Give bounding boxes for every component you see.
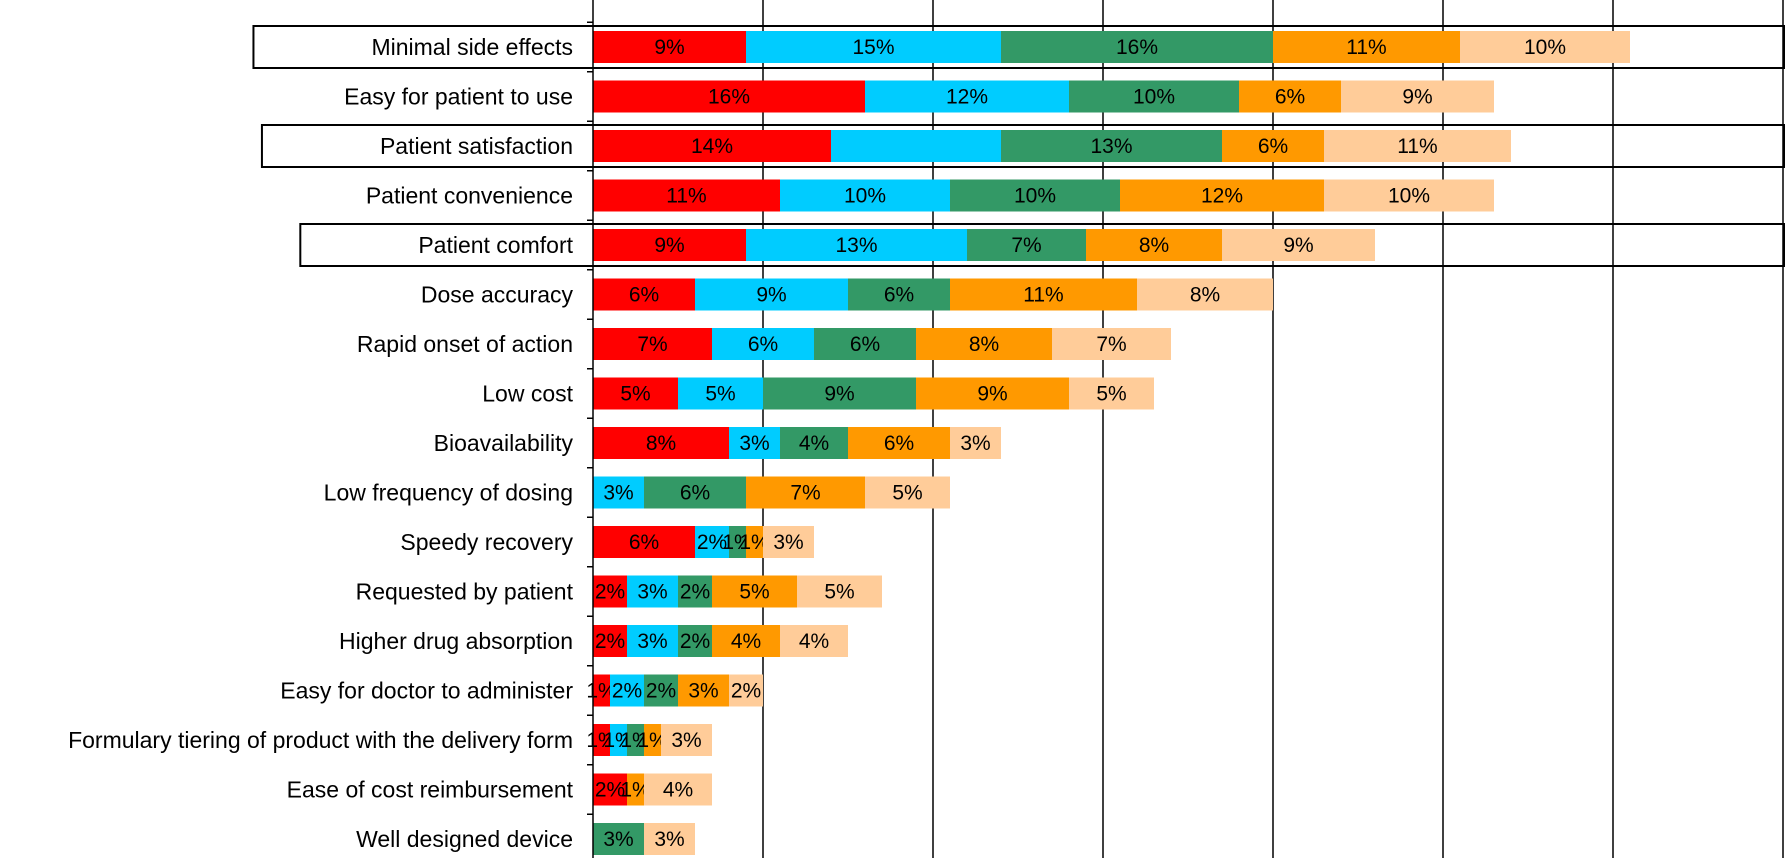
category-label-low-frequency-of-dosing: Low frequency of dosing — [324, 480, 573, 506]
data-label-low-cost-series-1: 5% — [620, 383, 650, 406]
data-label-bioavailability-series-4: 6% — [884, 432, 914, 455]
data-label-ease-of-cost-reimbursement-series-5: 4% — [663, 779, 693, 802]
data-label-low-frequency-of-dosing-series-5: 5% — [892, 482, 922, 505]
data-label-higher-drug-absorption-series-2: 3% — [637, 630, 667, 653]
data-label-minimal-side-effects-series-1: 9% — [654, 36, 684, 59]
data-label-bioavailability-series-2: 3% — [739, 432, 769, 455]
data-label-patient-satisfaction-series-3: 13% — [1090, 135, 1132, 158]
bar-segment-patient-satisfaction-series-2 — [831, 130, 1001, 162]
data-label-rapid-onset-of-action-series-1: 7% — [637, 333, 667, 356]
data-label-patient-convenience-series-2: 10% — [844, 185, 886, 208]
data-label-patient-satisfaction-series-5: 11% — [1397, 135, 1437, 158]
category-label-patient-convenience: Patient convenience — [366, 183, 573, 209]
category-label-minimal-side-effects: Minimal side effects — [371, 34, 573, 60]
category-label-requested-by-patient: Requested by patient — [356, 579, 574, 605]
data-label-patient-convenience-series-5: 10% — [1388, 185, 1430, 208]
data-label-dose-accuracy-series-3: 6% — [884, 284, 914, 307]
data-label-dose-accuracy-series-4: 11% — [1023, 284, 1063, 307]
category-label-formulary-tiering-of-product-with-the-delivery-form: Formulary tiering of product with the de… — [68, 727, 573, 753]
data-label-low-cost-series-5: 5% — [1096, 383, 1126, 406]
category-label-ease-of-cost-reimbursement: Ease of cost reimbursement — [287, 777, 574, 803]
data-label-low-frequency-of-dosing-series-3: 6% — [680, 482, 710, 505]
category-label-well-designed-device: Well designed device — [356, 826, 573, 852]
data-label-patient-convenience-series-1: 11% — [666, 185, 706, 208]
data-label-easy-for-patient-to-use-series-5: 9% — [1402, 86, 1432, 109]
data-label-well-designed-device-series-5: 3% — [654, 828, 684, 851]
category-labels-layer: Minimal side effects Easy for patient to … — [68, 34, 574, 852]
data-label-rapid-onset-of-action-series-4: 8% — [969, 333, 999, 356]
data-label-easy-for-doctor-to-administer-series-2: 2% — [612, 680, 642, 703]
category-label-low-cost: Low cost — [482, 381, 573, 407]
data-label-requested-by-patient-series-5: 5% — [824, 581, 854, 604]
category-label-easy-for-doctor-to-administer: Easy for doctor to administer — [280, 678, 573, 704]
data-label-formulary-tiering-of-product-with-the-delivery-form-series-5: 3% — [671, 729, 701, 752]
data-label-requested-by-patient-series-2: 3% — [637, 581, 667, 604]
category-label-bioavailability: Bioavailability — [434, 430, 574, 456]
category-label-higher-drug-absorption: Higher drug absorption — [339, 628, 573, 654]
data-label-easy-for-doctor-to-administer-series-4: 3% — [688, 680, 718, 703]
bars-layer: 9% 15% 16% 11% 10% 16% 12% 10% 6% 9% 14% 13% 6% 11% 11… — [586, 31, 1630, 855]
data-label-easy-for-patient-to-use-series-1: 16% — [708, 86, 750, 109]
data-label-low-frequency-of-dosing-series-2: 3% — [603, 482, 633, 505]
data-label-minimal-side-effects-series-2: 15% — [852, 36, 894, 59]
category-label-speedy-recovery: Speedy recovery — [400, 529, 573, 555]
data-label-speedy-recovery-series-5: 3% — [773, 531, 803, 554]
data-label-easy-for-patient-to-use-series-3: 10% — [1133, 86, 1175, 109]
data-label-easy-for-doctor-to-administer-series-3: 2% — [646, 680, 676, 703]
data-label-requested-by-patient-series-1: 2% — [595, 581, 625, 604]
data-label-patient-satisfaction-series-1: 14% — [691, 135, 733, 158]
data-label-low-frequency-of-dosing-series-4: 7% — [790, 482, 820, 505]
data-label-patient-comfort-series-5: 9% — [1283, 234, 1313, 257]
data-label-rapid-onset-of-action-series-5: 7% — [1096, 333, 1126, 356]
data-label-bioavailability-series-1: 8% — [646, 432, 676, 455]
data-label-higher-drug-absorption-series-5: 4% — [799, 630, 829, 653]
data-label-higher-drug-absorption-series-3: 2% — [680, 630, 710, 653]
data-label-bioavailability-series-5: 3% — [960, 432, 990, 455]
data-label-patient-comfort-series-1: 9% — [654, 234, 684, 257]
category-label-easy-for-patient-to-use: Easy for patient to use — [344, 84, 573, 110]
data-label-requested-by-patient-series-4: 5% — [739, 581, 769, 604]
data-label-rapid-onset-of-action-series-3: 6% — [850, 333, 880, 356]
category-label-patient-comfort: Patient comfort — [418, 232, 573, 258]
category-label-rapid-onset-of-action: Rapid onset of action — [357, 331, 573, 357]
data-label-patient-convenience-series-4: 12% — [1201, 185, 1243, 208]
data-label-patient-convenience-series-3: 10% — [1014, 185, 1056, 208]
data-label-minimal-side-effects-series-5: 10% — [1524, 36, 1566, 59]
data-label-minimal-side-effects-series-4: 11% — [1346, 36, 1386, 59]
data-label-easy-for-patient-to-use-series-4: 6% — [1275, 86, 1305, 109]
data-label-higher-drug-absorption-series-1: 2% — [595, 630, 625, 653]
data-label-patient-comfort-series-3: 7% — [1011, 234, 1041, 257]
data-label-low-cost-series-3: 9% — [824, 383, 854, 406]
data-label-low-cost-series-2: 5% — [705, 383, 735, 406]
data-label-rapid-onset-of-action-series-2: 6% — [748, 333, 778, 356]
data-label-well-designed-device-series-3: 3% — [603, 828, 633, 851]
data-label-patient-satisfaction-series-4: 6% — [1258, 135, 1288, 158]
data-label-dose-accuracy-series-5: 8% — [1190, 284, 1220, 307]
data-label-dose-accuracy-series-1: 6% — [629, 284, 659, 307]
data-label-patient-comfort-series-4: 8% — [1139, 234, 1169, 257]
data-label-dose-accuracy-series-2: 9% — [756, 284, 786, 307]
category-label-dose-accuracy: Dose accuracy — [421, 282, 574, 308]
data-label-bioavailability-series-3: 4% — [799, 432, 829, 455]
category-label-patient-satisfaction: Patient satisfaction — [380, 133, 573, 159]
data-label-easy-for-doctor-to-administer-series-5: 2% — [731, 680, 761, 703]
data-label-minimal-side-effects-series-3: 16% — [1116, 36, 1158, 59]
data-label-patient-comfort-series-2: 13% — [835, 234, 877, 257]
data-label-low-cost-series-4: 9% — [977, 383, 1007, 406]
data-label-speedy-recovery-series-1: 6% — [629, 531, 659, 554]
data-label-easy-for-patient-to-use-series-2: 12% — [946, 86, 988, 109]
data-label-higher-drug-absorption-series-4: 4% — [731, 630, 761, 653]
data-label-requested-by-patient-series-3: 2% — [680, 581, 710, 604]
